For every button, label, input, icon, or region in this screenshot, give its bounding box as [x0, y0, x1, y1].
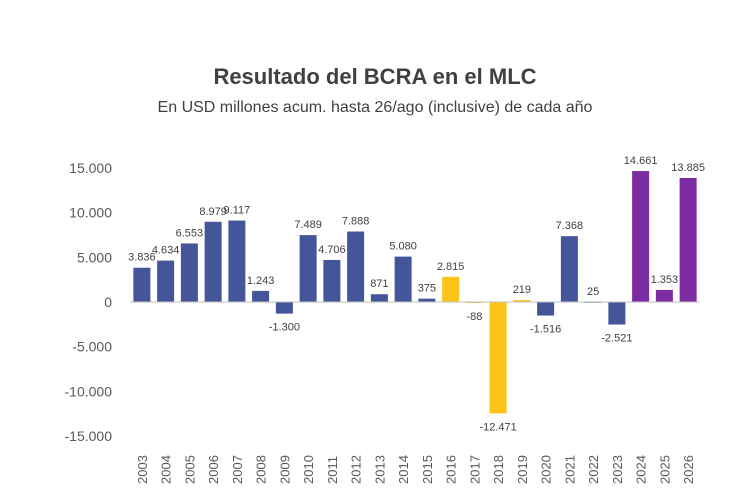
- data-label: 6.553: [176, 227, 204, 239]
- data-label: 871: [370, 278, 388, 290]
- bar: [418, 298, 436, 302]
- data-label: 2.815: [437, 261, 465, 273]
- bar: [560, 236, 578, 302]
- bar: [228, 220, 246, 302]
- data-label: 7.489: [294, 219, 322, 231]
- x-tick-label: 2018: [491, 455, 506, 484]
- x-tick-label: 2026: [681, 455, 696, 484]
- y-tick-label: 5.000: [77, 249, 112, 265]
- x-tick-label: 2017: [467, 455, 482, 484]
- y-tick-label: -10.000: [65, 383, 113, 399]
- data-label: 5.080: [389, 241, 417, 253]
- bar: [608, 302, 626, 325]
- bar: [157, 260, 175, 302]
- x-tick-label: 2025: [657, 455, 672, 484]
- data-label: -2.521: [601, 333, 632, 345]
- x-tick-label: 2009: [277, 455, 292, 484]
- bar: [299, 235, 317, 302]
- y-tick-label: 10.000: [69, 205, 112, 221]
- x-tick-label: 2004: [159, 455, 174, 484]
- data-label: 25: [587, 286, 599, 298]
- x-tick-label: 2011: [325, 456, 340, 484]
- chart-subtitle: En USD millones acum. hasta 26/ago (incl…: [157, 99, 593, 116]
- y-tick-label: -5.000: [72, 339, 112, 355]
- x-tick-label: 2008: [254, 455, 269, 484]
- bar: [537, 302, 555, 316]
- x-tick-label: 2022: [586, 455, 601, 484]
- data-label: -1.516: [530, 324, 561, 336]
- x-tick-label: 2006: [206, 455, 221, 484]
- y-tick-label: 0: [104, 294, 112, 310]
- bar: [370, 294, 388, 302]
- data-label: 1.243: [247, 275, 275, 287]
- x-tick-label: 2021: [562, 455, 577, 484]
- y-tick-label: 15.000: [69, 160, 112, 176]
- x-tick-label: 2019: [515, 455, 530, 484]
- data-label: 4.634: [152, 245, 180, 257]
- chart-title: Resultado del BCRA en el MLC: [213, 64, 537, 89]
- bar: [679, 177, 697, 302]
- data-label: 8.979: [199, 206, 227, 218]
- data-label: -12.471: [479, 421, 516, 433]
- x-tick-label: 2024: [634, 455, 649, 484]
- data-label: 3.836: [128, 252, 156, 264]
- x-tick-label: 2016: [444, 455, 459, 484]
- y-tick-label: -15.000: [65, 428, 113, 444]
- data-label: -1.300: [269, 322, 300, 334]
- x-tick-label: 2023: [610, 455, 625, 484]
- x-tick-label: 2003: [135, 455, 150, 484]
- x-tick-label: 2020: [539, 455, 554, 484]
- bar: [394, 256, 412, 302]
- bar: [442, 276, 460, 302]
- bar: [133, 267, 151, 302]
- data-label: 1.353: [651, 274, 679, 286]
- data-label: 9.117: [224, 205, 251, 217]
- bar: [252, 290, 270, 302]
- bar: [323, 259, 341, 302]
- bar: [489, 302, 507, 414]
- bar: [655, 289, 673, 302]
- data-label: 7.888: [342, 216, 370, 228]
- bar: [180, 243, 198, 302]
- data-label: 4.706: [318, 244, 346, 256]
- x-tick-label: 2005: [182, 455, 197, 484]
- data-label: 14.661: [624, 155, 658, 167]
- bar: [347, 231, 365, 302]
- x-tick-label: 2010: [301, 455, 316, 484]
- data-label: 13.885: [671, 162, 705, 174]
- x-tick-label: 2007: [230, 455, 245, 484]
- data-label: 7.368: [556, 220, 584, 232]
- x-tick-label: 2014: [396, 455, 411, 484]
- data-label: -88: [466, 311, 482, 323]
- bar: [513, 300, 531, 302]
- bar: [204, 221, 222, 302]
- bar: [632, 171, 650, 302]
- data-label: 375: [418, 283, 436, 295]
- bar: [275, 302, 293, 314]
- x-tick-label: 2012: [349, 455, 364, 484]
- x-tick-label: 2015: [420, 455, 435, 484]
- x-tick-label: 2013: [372, 455, 387, 484]
- data-label: 219: [513, 284, 531, 296]
